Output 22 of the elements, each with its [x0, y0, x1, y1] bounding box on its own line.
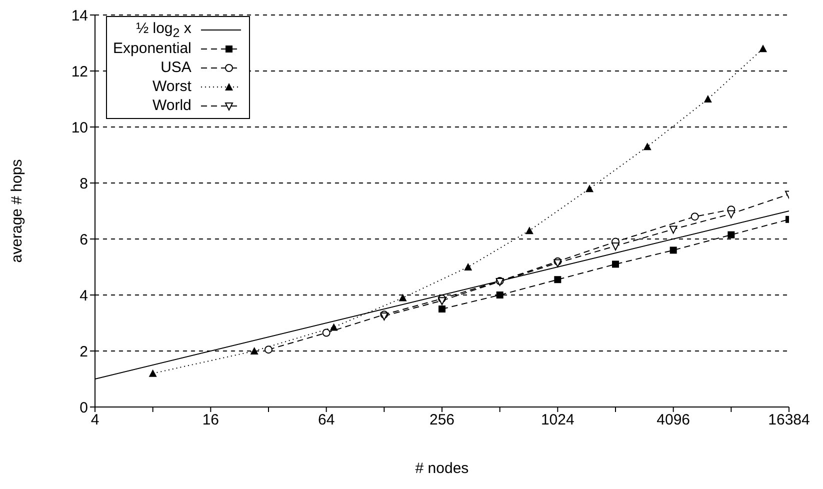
y-tick-label: 14	[71, 7, 88, 24]
y-axis-title: average # hops	[8, 159, 26, 263]
y-tick-label: 2	[80, 343, 88, 360]
x-tick-label: 4096	[656, 412, 690, 429]
legend-label: Exponential	[113, 40, 192, 57]
y-tick-label: 4	[80, 287, 88, 304]
x-tick-label: 4	[90, 412, 100, 429]
x-tick-label: 256	[429, 412, 455, 429]
legend-label: World	[152, 97, 192, 114]
y-tick-label: 12	[71, 63, 88, 80]
legend-label: USA	[160, 59, 192, 76]
x-tick-label: 1024	[540, 412, 574, 429]
y-tick-label: 8	[80, 175, 88, 192]
legend-label: ½ log$_{2}$ x	[136, 20, 192, 40]
x-tick-label: 16	[202, 412, 220, 429]
y-tick-label: 6	[80, 231, 88, 248]
x-tick-label: 64	[318, 412, 335, 429]
legend-label: Worst	[152, 78, 192, 95]
x-tick-label: 16384	[768, 412, 810, 429]
y-tick-label: 0	[80, 399, 88, 416]
y-tick-label: 10	[71, 119, 88, 136]
x-axis-title: # nodes	[415, 460, 469, 477]
